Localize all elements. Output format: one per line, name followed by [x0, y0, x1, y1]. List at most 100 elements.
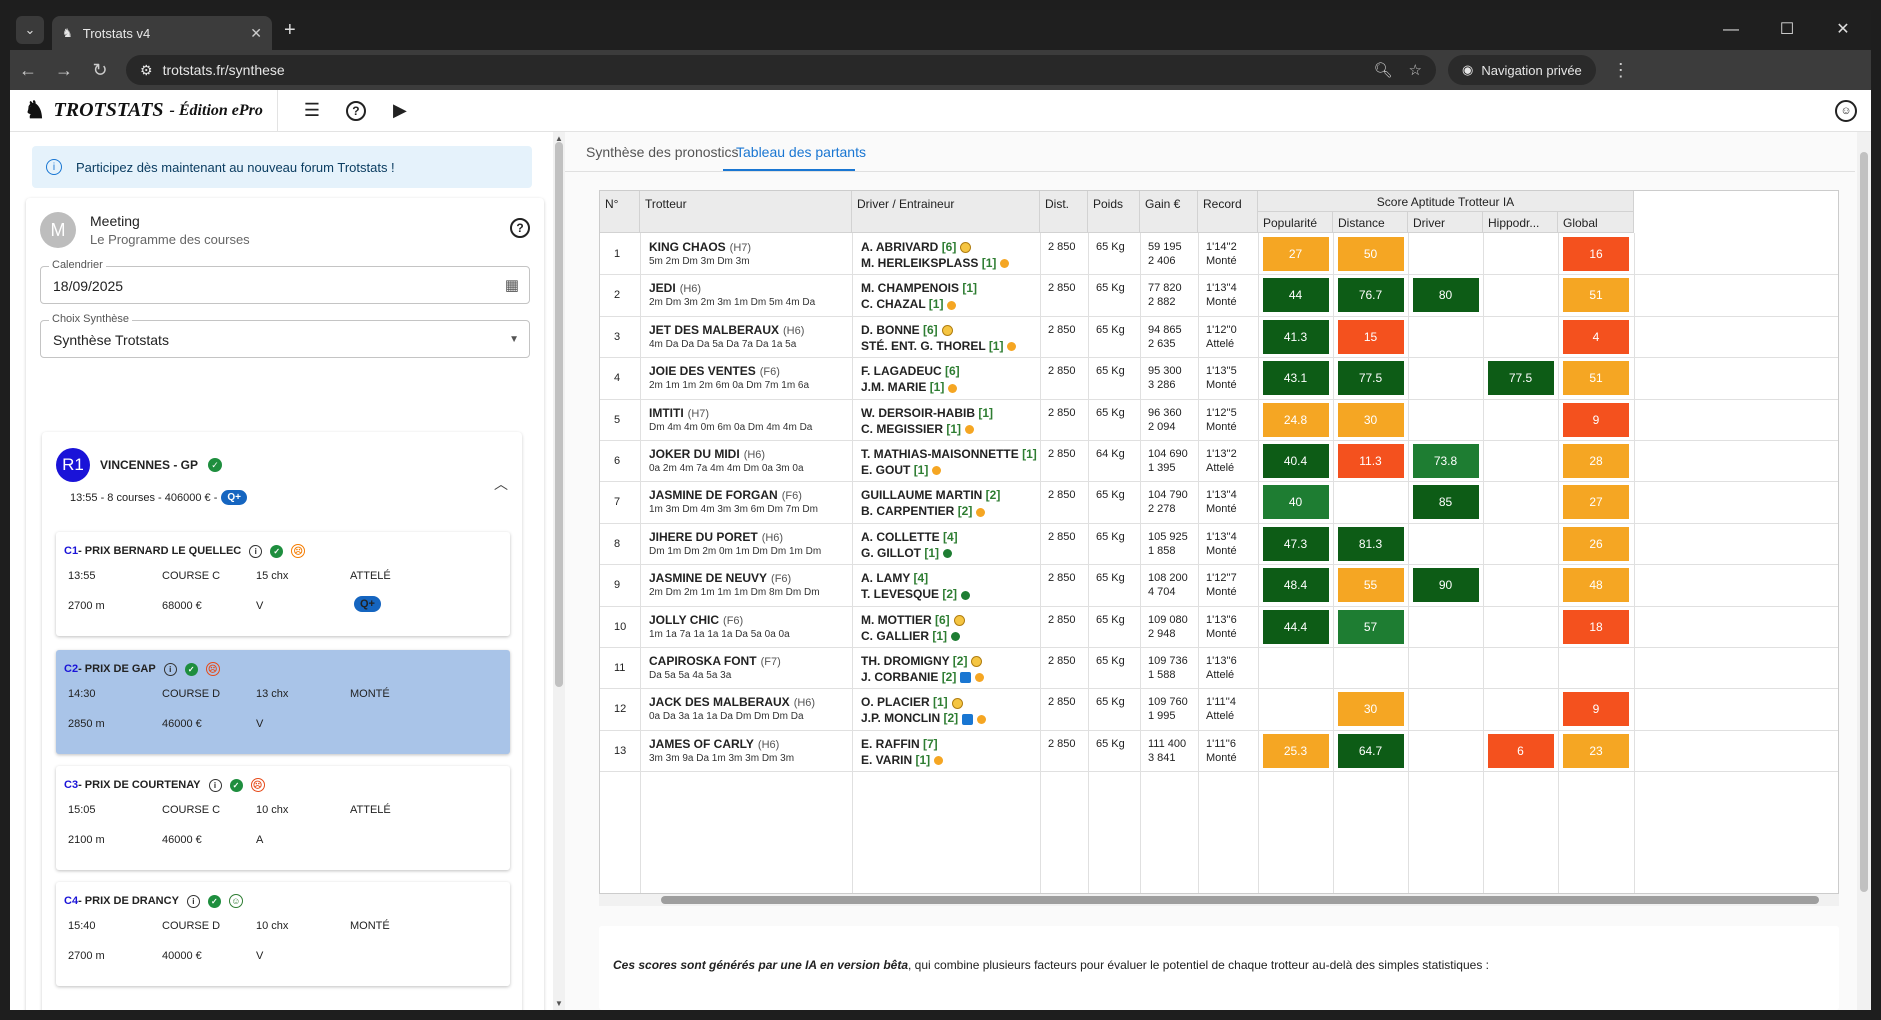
driver-name[interactable]: F. LAGADEUC	[861, 364, 942, 379]
horizontal-scroll-thumb[interactable]	[661, 896, 1819, 904]
horse-name[interactable]: JET DES MALBERAUX (H6)	[649, 323, 849, 337]
driver-trainer-cell[interactable]: E. RAFFIN [7] E. VARIN [1]	[861, 737, 1041, 767]
close-window-button[interactable]: ✕	[1836, 21, 1850, 38]
horse-name[interactable]: JOIE DES VENTES (F6)	[649, 364, 849, 378]
score-header-2[interactable]: Driver	[1408, 212, 1483, 233]
driver-trainer-cell[interactable]: A. COLLETTE [4] G. GILLOT [1]	[861, 530, 1041, 560]
driver-trainer-cell[interactable]: M. CHAMPENOIS [1] C. CHAZAL [1]	[861, 281, 1041, 311]
calendar-icon[interactable]: ▦	[504, 277, 519, 294]
course-info-icon[interactable]: i	[249, 544, 263, 558]
close-tab-icon[interactable]: ✕	[250, 24, 262, 41]
zoom-icon[interactable]: 🔍︎	[1373, 62, 1393, 79]
driver-trainer-cell[interactable]: A. ABRIVARD [6] M. HERLEIKSPLASS [1]	[861, 240, 1041, 270]
driver-name[interactable]: A. LAMY	[861, 571, 911, 586]
horse-name[interactable]: JAMES OF CARLY (H6)	[649, 737, 849, 751]
horse-cell[interactable]: JASMINE DE FORGAN (F6) 1m 3m Dm 4m 3m 3m 6…	[649, 488, 849, 515]
driver-trainer-cell[interactable]: M. MOTTIER [6] C. GALLIER [1]	[861, 613, 1041, 643]
trainer-name[interactable]: E. GOUT	[861, 463, 911, 477]
back-button[interactable]: ←	[19, 59, 37, 80]
trainer-name[interactable]: E. VARIN	[861, 752, 913, 767]
scroll-down-icon[interactable]: ▼	[555, 999, 563, 1008]
horse-name[interactable]: JOKER DU MIDI (H6)	[649, 447, 849, 461]
driver-name[interactable]: M. MOTTIER	[861, 612, 932, 627]
course-info-icon[interactable]: i	[186, 894, 200, 908]
table-header-2[interactable]: Driver / Entraineur	[852, 191, 1040, 233]
horse-cell[interactable]: JOLLY CHIC (F6) 1m 1a 7a 1a 1a 1a Da 5a 0a…	[649, 613, 849, 640]
trainer-name[interactable]: T. LEVESQUE	[861, 587, 940, 602]
course-card-c2[interactable]: C2 - PRIX DE GAP i ✓ ☹ 14:30 COURSE D 13 ch…	[56, 650, 510, 754]
q-plus-badge[interactable]: Q+	[354, 596, 381, 612]
course-info-icon[interactable]: i	[163, 662, 177, 676]
driver-name[interactable]: TH. DROMIGNY	[861, 654, 950, 668]
trainer-name[interactable]: STÉ. ENT. G. THOREL	[861, 338, 986, 353]
reload-button[interactable]: ↻	[92, 59, 108, 80]
horse-name[interactable]: JIHERE DU PORET (H6)	[649, 530, 849, 544]
maximize-button[interactable]: ☐	[1779, 21, 1795, 38]
score-header-3[interactable]: Hippodr...	[1483, 212, 1558, 233]
horse-name[interactable]: JOLLY CHIC (F6)	[649, 613, 849, 627]
browser-tab[interactable]: ♞ Trotstats v4 ✕	[52, 16, 272, 50]
driver-name[interactable]: GUILLAUME MARTIN	[861, 488, 983, 503]
address-bar[interactable]: ⚙ trotstats.fr/synthese 🔍︎ ☆	[126, 55, 1436, 85]
menu-icon[interactable]: ☰	[303, 100, 320, 120]
trainer-name[interactable]: J.P. MONCLIN	[861, 711, 941, 726]
right-scrollbar[interactable]	[1857, 132, 1871, 1010]
driver-trainer-cell[interactable]: O. PLACIER [1] J.P. MONCLIN [2]	[861, 695, 1041, 725]
horse-cell[interactable]: CAPIROSKA FONT (F7) Da 5a 5a 4a 5a 3a	[649, 654, 849, 681]
trainer-name[interactable]: M. HERLEIKSPLASS	[861, 256, 979, 270]
forward-button[interactable]: →	[55, 59, 73, 80]
tab-search-button[interactable]: ⌄	[16, 16, 44, 44]
right-scroll-thumb[interactable]	[1860, 152, 1868, 892]
left-scroll-thumb[interactable]	[555, 142, 563, 687]
bookmark-star-icon[interactable]: ☆	[1408, 62, 1422, 79]
horse-cell[interactable]: JOIE DES VENTES (F6) 2m 1m 1m 2m 6m 0a Dm …	[649, 364, 849, 391]
horse-cell[interactable]: IMTITI (H7) Dm 4m 4m 0m 6m 0a Dm 4m 4m Da	[649, 406, 849, 433]
driver-name[interactable]: E. RAFFIN	[861, 736, 920, 751]
trotstats-logo[interactable]: ♞ TROTSTATS - Édition ePro	[24, 96, 263, 125]
driver-trainer-cell[interactable]: TH. DROMIGNY [2] J. CORBANIE [2]	[861, 654, 1041, 684]
driver-name[interactable]: A. ABRIVARD	[861, 240, 939, 254]
table-header-3[interactable]: Dist.	[1040, 191, 1088, 233]
collapse-chevron-icon[interactable]: ︿	[494, 476, 508, 492]
driver-trainer-cell[interactable]: F. LAGADEUC [6] J.M. MARIE [1]	[861, 364, 1041, 394]
trainer-name[interactable]: G. GILLOT	[861, 545, 921, 560]
left-scrollbar[interactable]: ▲ ▼	[553, 132, 565, 1010]
scroll-up-icon[interactable]: ▲	[555, 134, 563, 143]
driver-trainer-cell[interactable]: W. DERSOIR-HABIB [1] C. MEGISSIER [1]	[861, 406, 1041, 436]
forum-info-banner[interactable]: i Participez dès maintenant au nouveau f…	[32, 146, 532, 188]
trainer-name[interactable]: C. CHAZAL	[861, 297, 926, 312]
table-header-6[interactable]: Record	[1198, 191, 1258, 233]
driver-name[interactable]: O. PLACIER	[861, 695, 930, 710]
horse-name[interactable]: JEDI (H6)	[649, 281, 849, 295]
trainer-name[interactable]: B. CARPENTIER	[861, 504, 955, 519]
horse-name[interactable]: JASMINE DE NEUVY (F6)	[649, 571, 849, 585]
browser-menu-icon[interactable]: ⋮	[1611, 59, 1630, 80]
score-header-1[interactable]: Distance	[1333, 212, 1408, 233]
q-plus-badge[interactable]: Q+	[221, 490, 247, 505]
score-header-4[interactable]: Global	[1558, 212, 1634, 233]
driver-trainer-cell[interactable]: T. MATHIAS-MAISONNETTE [1] E. GOUT [1]	[861, 447, 1041, 477]
tab-synthese[interactable]: Synthèse des pronostics	[586, 144, 739, 160]
horse-name[interactable]: KING CHAOS (H7)	[649, 240, 849, 254]
private-browsing-indicator[interactable]: ◉ Navigation privée	[1448, 55, 1596, 85]
table-header-4[interactable]: Poids	[1088, 191, 1140, 233]
horse-name[interactable]: JASMINE DE FORGAN (F6)	[649, 488, 849, 502]
horse-cell[interactable]: JAMES OF CARLY (H6) 3m 3m 9a Da 1m 3m 3m D…	[649, 737, 849, 764]
driver-name[interactable]: W. DERSOIR-HABIB	[861, 405, 975, 420]
horse-cell[interactable]: JET DES MALBERAUX (H6) 4m Da Da Da 5a Da 7…	[649, 323, 849, 350]
trainer-name[interactable]: C. GALLIER	[861, 628, 929, 643]
trainer-name[interactable]: C. MEGISSIER	[861, 421, 944, 436]
dropdown-arrow-icon[interactable]: ▼	[509, 334, 519, 345]
horse-cell[interactable]: JOKER DU MIDI (H6) 0a 2m 4m 7a 4m 4m Dm 0a…	[649, 447, 849, 474]
horse-name[interactable]: IMTITI (H7)	[649, 406, 849, 420]
meeting-help-icon[interactable]: ?	[510, 218, 530, 238]
trainer-name[interactable]: J.M. MARIE	[861, 380, 927, 395]
horse-cell[interactable]: JIHERE DU PORET (H6) Dm 1m Dm 2m 0m 1m Dm …	[649, 530, 849, 557]
horse-name[interactable]: CAPIROSKA FONT (F7)	[649, 654, 849, 668]
table-header-5[interactable]: Gain €	[1140, 191, 1198, 233]
score-header-0[interactable]: Popularité	[1258, 212, 1333, 233]
driver-name[interactable]: A. COLLETTE	[861, 529, 940, 544]
course-card-c1[interactable]: C1 - PRIX BERNARD LE QUELLEC i ✓ ☹ 13:55 CO…	[56, 532, 510, 636]
site-settings-icon[interactable]: ⚙	[140, 61, 153, 78]
horse-cell[interactable]: JEDI (H6) 2m Dm 3m 2m 3m 1m Dm 5m 4m Da	[649, 281, 849, 308]
